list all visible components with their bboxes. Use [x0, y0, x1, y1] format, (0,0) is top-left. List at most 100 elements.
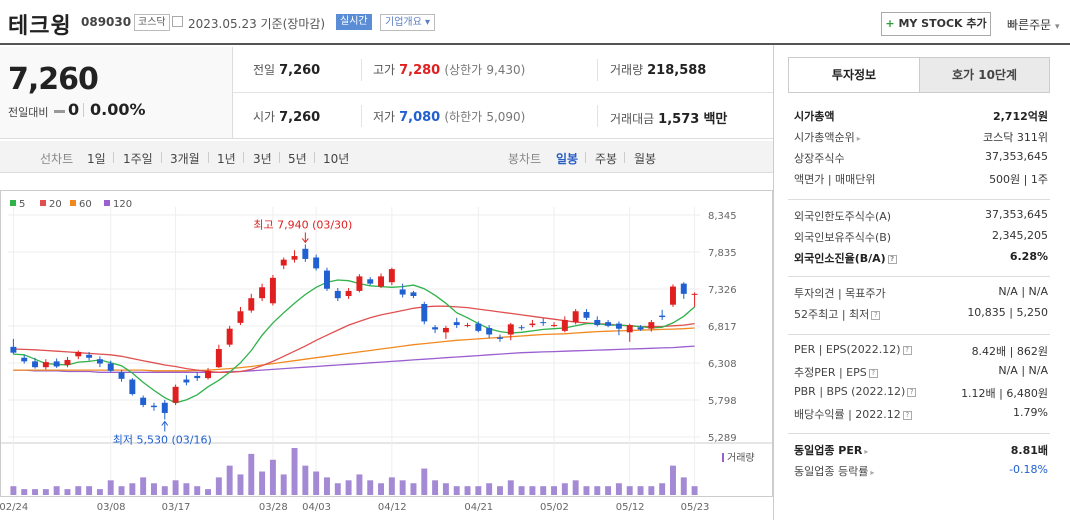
info-row: PBR | BPS (2022.12)? 1.12배 | 6,480원	[794, 385, 1048, 405]
low-annotation: 최저 5,530 (03/16)	[113, 433, 212, 446]
candle-body	[21, 357, 28, 362]
tab-daily[interactable]: 일봉	[556, 152, 579, 166]
info-row: 외국인보유주식수(B) 2,345,205	[794, 229, 1048, 249]
volume-bar	[237, 474, 244, 495]
info-row: PER | EPS(2022.12)? 8.42배 | 862원	[794, 343, 1048, 363]
volume-bar	[161, 486, 168, 495]
x-tick-label: 03/08	[97, 502, 126, 513]
divider	[788, 334, 1050, 335]
info-row-value: 10,835 | 5,250	[967, 306, 1048, 319]
arrow-right-icon[interactable]: ▸	[864, 447, 869, 456]
info-row-label: 외국인보유주식수(B)	[794, 231, 892, 244]
tab-5y[interactable]: 5년	[288, 152, 307, 166]
candle-body	[345, 290, 352, 296]
candle-body	[507, 324, 514, 335]
arrow-up-icon	[161, 420, 169, 426]
company-info-dropdown[interactable]: 기업개요 ▾	[380, 14, 436, 31]
candle-chart-label: 봉차트	[508, 152, 542, 166]
candle-body	[496, 337, 503, 339]
candle-body	[323, 270, 330, 289]
legend-swatch	[10, 200, 16, 206]
candle-body	[150, 405, 157, 408]
divider	[279, 152, 280, 163]
price-chart[interactable]: 5 20 60 120 8,345 7,835 7,326 6,817 6,308 5,798 5,…	[0, 190, 773, 520]
mystock-add-button[interactable]: + MY STOCK 추가	[881, 12, 991, 36]
arrow-right-icon[interactable]: ▸	[856, 134, 861, 143]
quick-order-button[interactable]: 빠른주문 ▾	[1007, 16, 1060, 33]
legend-label: 60	[79, 199, 92, 210]
candle-body	[313, 257, 320, 269]
x-tick-label: 02/24	[0, 502, 28, 513]
ma20-line	[13, 305, 695, 373]
divider	[233, 92, 773, 93]
base-date: 2023.05.23 기준(장마감)	[188, 17, 326, 31]
tab-monthly[interactable]: 월봉	[634, 152, 657, 166]
volume-bar	[659, 483, 666, 495]
info-row-label: 배당수익률 | 2022.12?	[794, 406, 912, 422]
info-row-label: 액면가 | 매매단위	[794, 173, 876, 186]
candle-body	[291, 256, 298, 260]
volume-bar	[561, 483, 568, 495]
market-badge: 코스닥	[134, 14, 170, 31]
change-value: 0	[68, 100, 80, 119]
candle-body	[518, 327, 525, 329]
divider	[585, 152, 586, 163]
tab-3m[interactable]: 3개월	[170, 152, 200, 166]
volume-bar	[626, 486, 633, 495]
candle-body	[399, 289, 406, 295]
x-tick-label: 05/12	[616, 502, 645, 513]
upper-limit-value: 9,430)	[486, 63, 526, 77]
calendar-icon	[172, 16, 183, 27]
stock-code: 089030	[81, 15, 132, 29]
tab-3y[interactable]: 3년	[253, 152, 272, 166]
divider	[788, 433, 1050, 434]
volume-bar	[226, 465, 233, 495]
help-icon[interactable]: ?	[868, 368, 878, 378]
info-row: 시가총액순위 ▸ 코스닥 311위	[794, 129, 1048, 149]
tab-10y[interactable]: 10년	[323, 152, 350, 166]
volume-bar	[183, 483, 190, 495]
stock-header: 테크윙 089030 코스닥 2023.05.23 기준(장마감) 실시간 기업…	[0, 0, 1070, 45]
volume-bar	[194, 486, 201, 495]
high-price-value: 7,280	[399, 63, 441, 78]
volume-bar	[529, 486, 536, 495]
lower-limit-value: 5,090)	[486, 110, 526, 124]
high-price-label: 고가	[373, 63, 396, 77]
info-row-value: N/A | N/A	[998, 285, 1048, 298]
x-tick-label: 05/02	[540, 502, 569, 513]
divider	[361, 59, 362, 81]
volume-bar	[96, 489, 103, 495]
realtime-button[interactable]: 실시간	[336, 14, 372, 30]
open-price: 시가 7,260	[253, 108, 320, 125]
help-icon[interactable]: ?	[902, 345, 912, 355]
info-row-value: -0.18%	[1009, 463, 1048, 476]
info-row-label: 시가총액순위 ▸	[794, 131, 861, 144]
volume-bar	[637, 486, 644, 495]
info-row-label: 시가총액	[794, 110, 835, 123]
volume-bar	[150, 483, 157, 495]
tab-investment-info[interactable]: 투자정보	[788, 57, 920, 93]
tab-1w[interactable]: 1주일	[123, 152, 153, 166]
tab-1d[interactable]: 1일	[87, 152, 106, 166]
volume-bar	[691, 486, 698, 495]
volume-bar	[75, 486, 82, 495]
help-icon[interactable]: ?	[871, 310, 881, 320]
volume-bar	[475, 486, 482, 495]
candle-body	[367, 279, 374, 284]
arrow-right-icon[interactable]: ▸	[870, 468, 875, 477]
candle-body	[561, 319, 568, 331]
help-icon[interactable]: ?	[887, 254, 897, 264]
help-icon[interactable]: ?	[907, 387, 917, 397]
tab-orderbook[interactable]: 호가 10단계	[919, 57, 1050, 93]
candle-body	[529, 323, 536, 326]
tab-1y[interactable]: 1년	[217, 152, 236, 166]
line-chart-label: 선차트	[40, 152, 74, 166]
legend-label: 5	[19, 199, 25, 210]
upper-limit-label: (상한가	[444, 63, 483, 77]
tab-weekly[interactable]: 주봉	[595, 152, 618, 166]
info-row-value: 1.12배 | 6,480원	[961, 387, 1048, 400]
low-price-label: 저가	[373, 110, 396, 124]
high-annotation: 최고 7,940 (03/30)	[253, 218, 352, 231]
help-icon[interactable]: ?	[902, 410, 912, 420]
chart-period-tabs: 선차트 1일 1주일 3개월 1년 3년 5년 10년 봉차트 일봉 주봉 월봉	[0, 141, 773, 173]
